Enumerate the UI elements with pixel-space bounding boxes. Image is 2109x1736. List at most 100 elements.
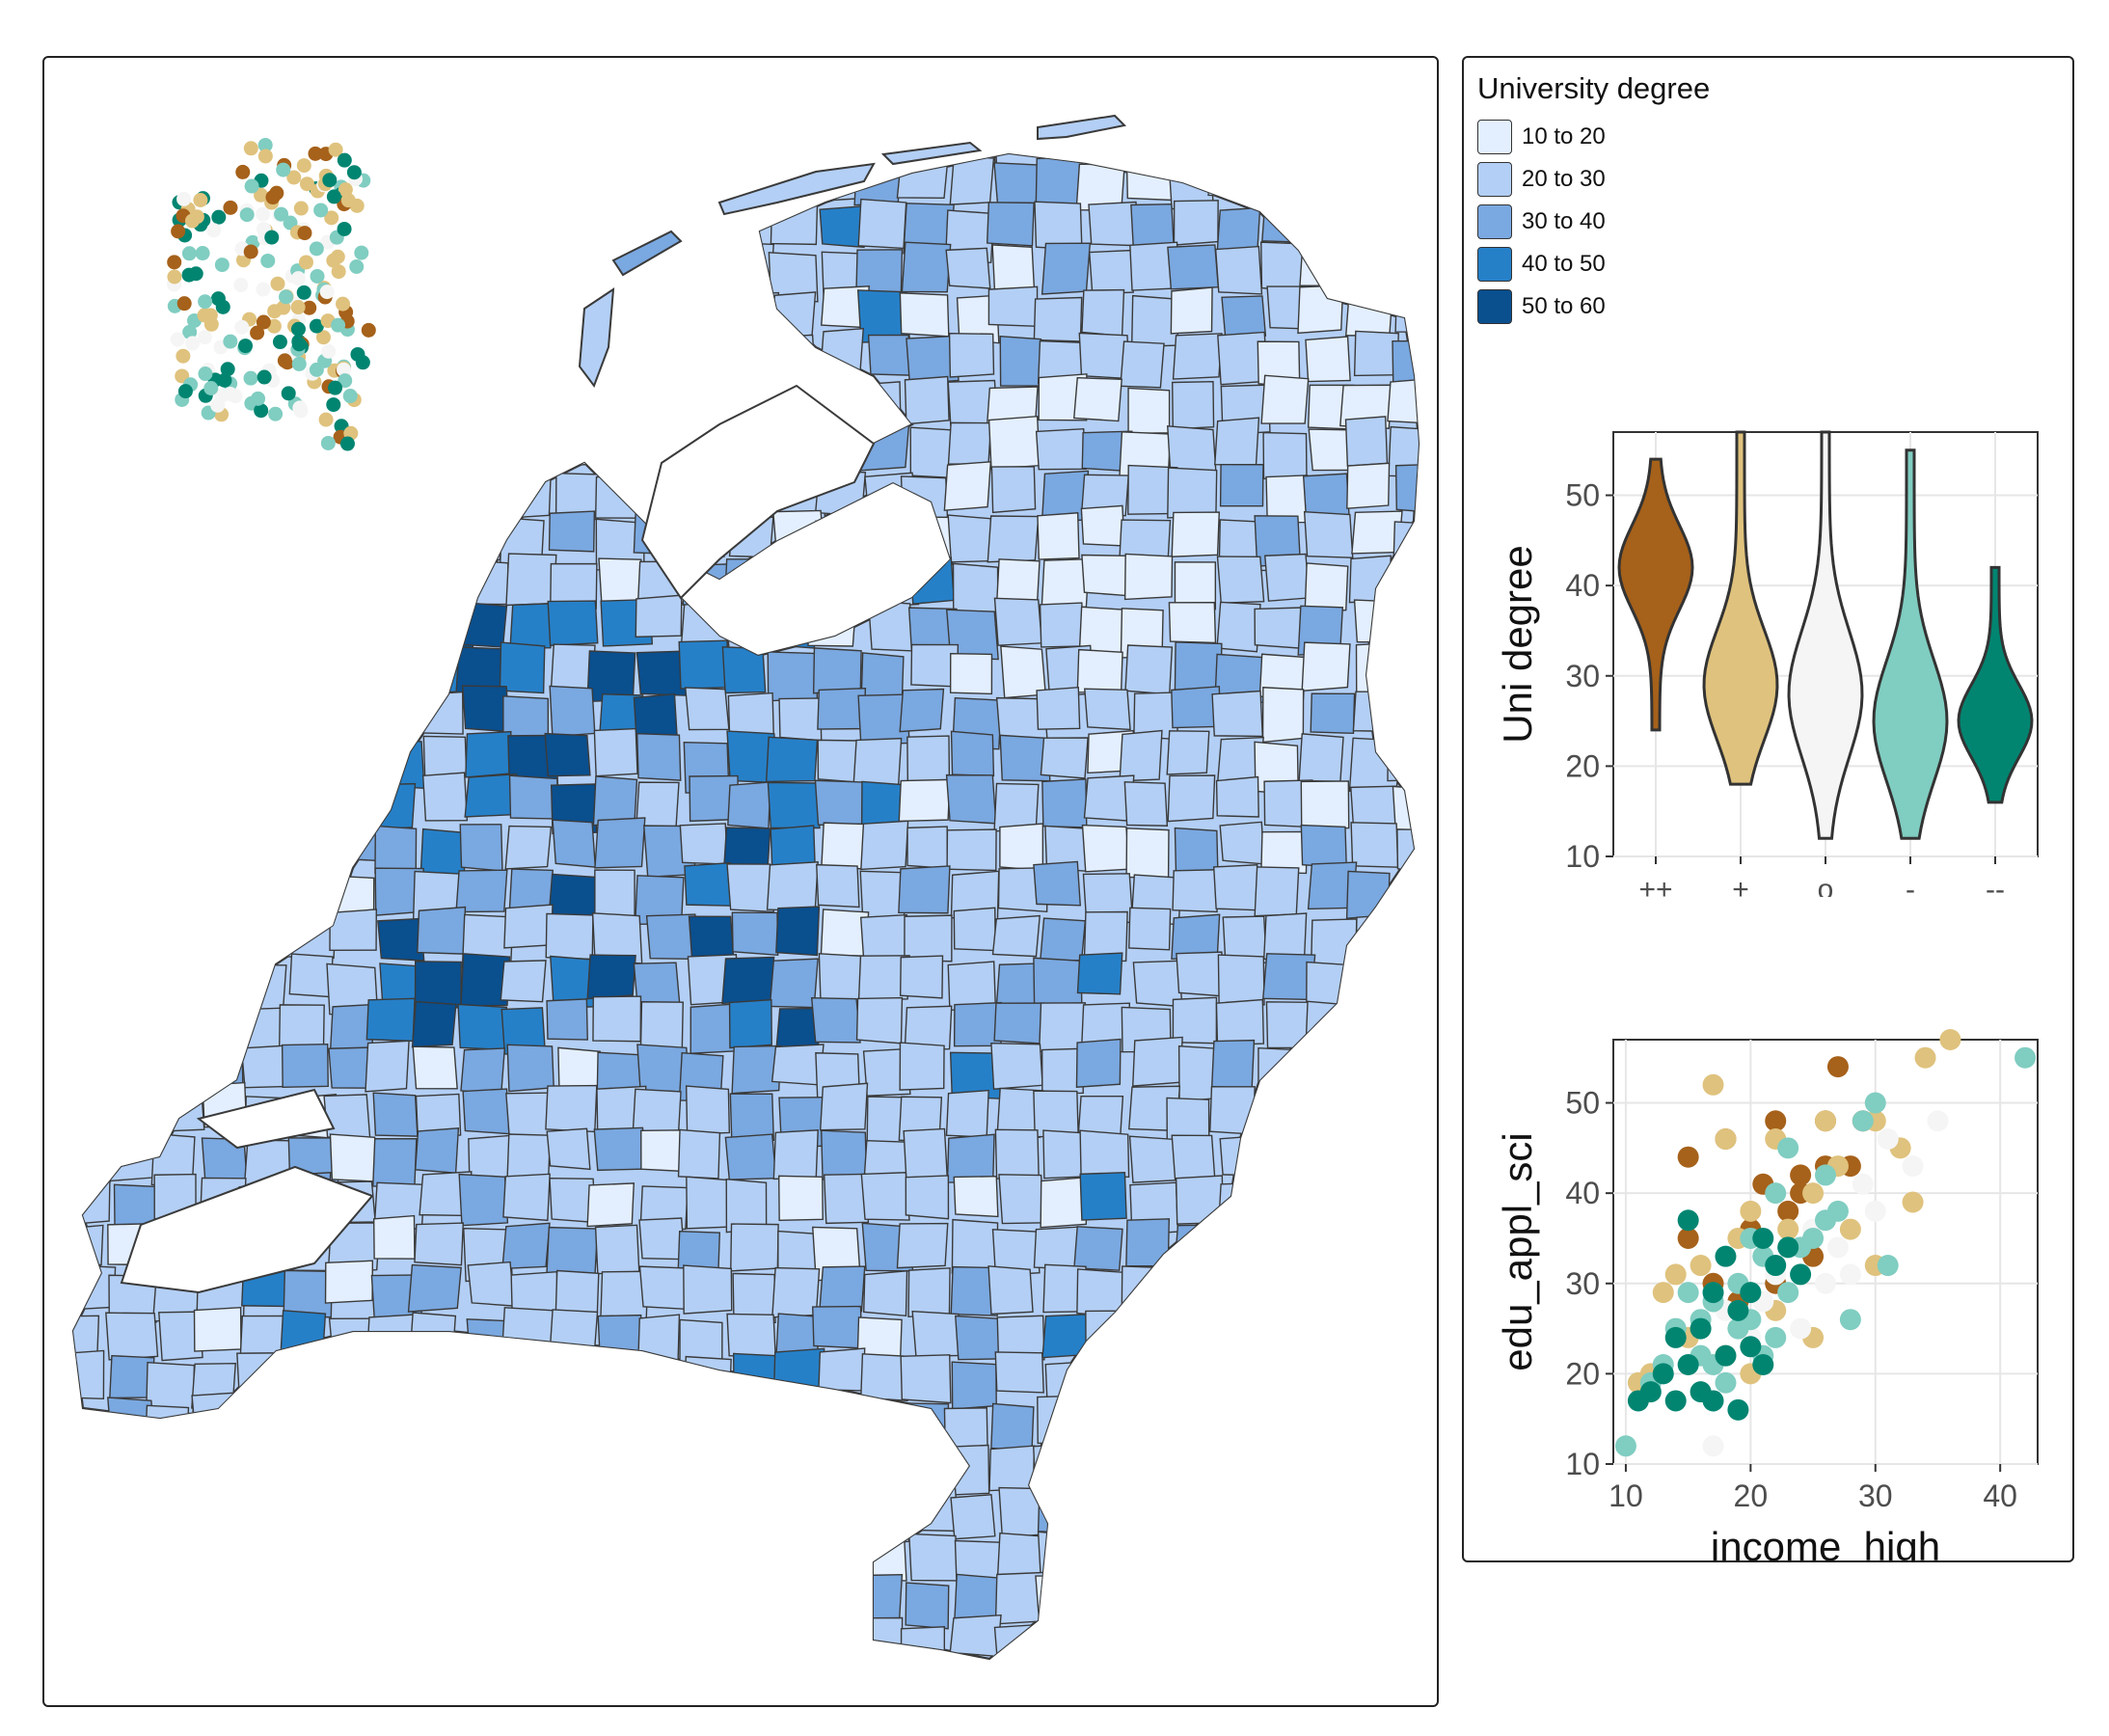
municipality-region (898, 865, 951, 914)
municipality-region (325, 1573, 378, 1616)
municipality-region (946, 1133, 995, 1184)
municipality-region (1308, 1492, 1352, 1547)
municipality-region (1084, 1363, 1134, 1414)
municipality-region (1073, 1226, 1123, 1271)
municipality-region (988, 1445, 1036, 1492)
municipality-region (417, 517, 469, 566)
municipality-region (1352, 691, 1404, 733)
municipality-region (108, 1131, 159, 1182)
municipality-region (111, 696, 160, 746)
municipality-region (1081, 1444, 1125, 1500)
municipality-region (684, 861, 733, 907)
municipality-region (1040, 1176, 1088, 1229)
scatter-point (2014, 1046, 2037, 1069)
municipality-region (73, 1446, 109, 1489)
inset-dot (267, 304, 283, 319)
municipality-region (1172, 380, 1215, 430)
scatter-point (1777, 1137, 1799, 1159)
municipality-region (945, 1089, 989, 1138)
ijsselmeer (640, 384, 876, 600)
municipality-region (459, 824, 503, 872)
municipality-region (640, 1129, 683, 1173)
municipality-region (73, 1482, 120, 1526)
municipality-region (1353, 330, 1399, 377)
municipality-region (367, 425, 421, 468)
inset-dot (337, 221, 352, 236)
y-tick-label: 40 (1565, 568, 1600, 603)
municipality-region (281, 1044, 329, 1089)
municipality-region (106, 1531, 152, 1582)
scatter-point (1614, 1435, 1636, 1457)
municipality-region (197, 995, 244, 1044)
municipality-region (370, 333, 420, 381)
municipality-region (330, 692, 374, 737)
inset-dot (244, 178, 259, 194)
municipality-region (947, 421, 992, 465)
municipality-region (417, 287, 470, 333)
municipality-region (417, 154, 465, 163)
municipality-region (816, 863, 860, 909)
scatter-point (1652, 1282, 1674, 1304)
municipality-region (1391, 555, 1419, 604)
municipality-region (463, 161, 509, 203)
municipality-region (814, 520, 866, 568)
inset-dot (297, 226, 312, 241)
municipality-region (899, 292, 950, 338)
municipality-region (1260, 830, 1309, 875)
municipality-region (108, 154, 152, 159)
municipality-region (197, 648, 249, 696)
municipality-region (1264, 1672, 1309, 1709)
municipality-region (419, 1533, 469, 1585)
municipality-region (860, 652, 905, 700)
municipality-region (777, 1533, 825, 1579)
x-tick-label: -- (1986, 874, 2005, 897)
municipality-region (415, 1405, 461, 1451)
municipality-region (1129, 1582, 1180, 1626)
municipality-region (551, 1395, 605, 1446)
municipality-region (508, 293, 561, 347)
municipality-region (1080, 1622, 1129, 1659)
municipality-region (1221, 295, 1267, 337)
municipality-region (73, 598, 113, 645)
municipality-region (1167, 1483, 1215, 1528)
municipality-region (1298, 1629, 1345, 1659)
municipality-region (73, 781, 101, 829)
municipality-region (375, 1399, 425, 1445)
municipality-region (1346, 1537, 1394, 1590)
inset-dot (257, 149, 273, 164)
municipality-region (1394, 876, 1419, 930)
municipality-region (777, 1175, 824, 1222)
municipality-region (1128, 907, 1172, 951)
municipality-region (904, 1005, 953, 1051)
municipality-region (1343, 1003, 1390, 1050)
municipality-region (367, 381, 420, 428)
municipality-region (1079, 1129, 1130, 1179)
municipality-region (724, 1133, 777, 1180)
municipality-region (505, 553, 557, 607)
violin-4 (1957, 565, 2034, 804)
inset-dot (274, 206, 289, 222)
municipality-region (411, 1450, 462, 1503)
inset-dot (177, 384, 193, 399)
x-tick-label: ++ (1638, 874, 1672, 897)
municipality-region (1389, 1313, 1419, 1360)
municipality-region (279, 1310, 327, 1364)
municipality-region (416, 553, 467, 603)
municipality-region (1033, 296, 1083, 342)
municipality-region (1214, 245, 1263, 295)
municipality-region (108, 1495, 158, 1539)
municipality-region (73, 956, 105, 999)
municipality-region (1348, 555, 1392, 604)
municipality-region (990, 1042, 1043, 1090)
municipality-region (419, 827, 468, 879)
municipality-region (462, 424, 509, 471)
scatter-point (1702, 1282, 1724, 1304)
municipality-region (147, 955, 194, 1003)
municipality-region (289, 1623, 339, 1659)
municipality-region (556, 208, 603, 254)
municipality-region (365, 997, 416, 1043)
municipality-region (414, 1222, 465, 1266)
municipality-region (771, 605, 816, 649)
inset-dot (350, 346, 365, 362)
inset-dot (296, 158, 311, 174)
